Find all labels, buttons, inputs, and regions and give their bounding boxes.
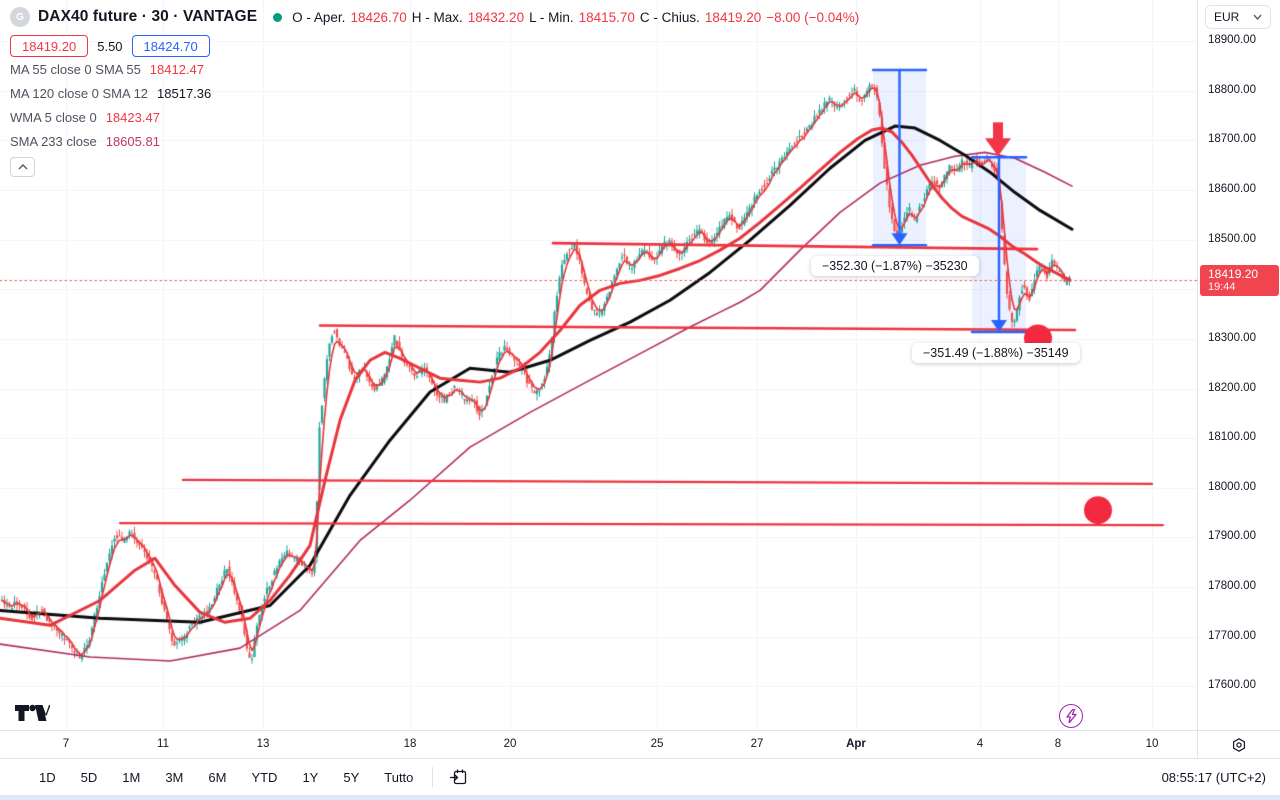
spread-value: 5.50 [97,38,123,54]
indicator-value: 18605.81 [105,133,160,149]
indicator-row[interactable]: MA 55 close 0 SMA 55 18412.47 [10,57,859,81]
bar-countdown: 19:44 [1208,280,1236,293]
axis-settings-corner[interactable] [1197,730,1280,758]
currency-label: EUR [1214,10,1240,24]
price-tick: 18200.00 [1208,381,1256,394]
time-tick: 25 [650,738,664,750]
time-tick: 7 [62,738,70,750]
range-button-1m[interactable]: 1M [122,769,141,785]
price-tick: 17600.00 [1208,679,1256,692]
change-value: −8.00 (−0.04%) [766,9,860,25]
time-tick: Apr [846,738,866,750]
price-tick: 18300.00 [1208,331,1256,344]
chart-pane[interactable]: G DAX40 future · 30 · VANTAGE O - Aper. … [0,0,1197,730]
toolbar-divider [432,767,434,787]
range-button-5y[interactable]: 5Y [343,769,360,785]
range-button-tutto[interactable]: Tutto [384,769,414,785]
legend-collapse-button[interactable] [10,157,35,177]
range-button-6m[interactable]: 6M [208,769,227,785]
range-button-5d[interactable]: 5D [80,769,98,785]
time-tick: 8 [1054,738,1062,750]
range-button-1y[interactable]: 1Y [302,769,319,785]
price-tick: 18500.00 [1208,232,1256,245]
high-label: H - Max. [411,9,463,25]
symbol-logo: G [10,7,30,27]
time-tick: 13 [256,738,270,750]
close-label: C - Chius. [639,9,700,25]
time-tick: 11 [157,738,169,750]
indicator-value: 18517.36 [157,85,212,101]
time-tick: 4 [976,738,984,750]
measure-label-1[interactable]: −352.30 (−1.87%) −35230 [811,256,979,276]
open-label: O - Aper. [292,9,346,25]
price-tick: 17800.00 [1208,580,1256,593]
price-axis[interactable]: EUR 18900.00 18800.00 18700.00 18600.00 1850… [1197,0,1280,730]
price-tick: 17900.00 [1208,530,1256,543]
range-button-ytd[interactable]: YTD [251,769,278,785]
measure-label-2[interactable]: −351.49 (−1.88%) −35149 [912,343,1080,363]
bottom-toolbar: 1D 5D 1M 3M 6M YTD 1Y 5Y Tutto 08:55:17 (UTC+2) [0,758,1280,795]
price-chart-canvas[interactable] [0,0,1197,730]
calendar-goto-icon [450,769,467,784]
clock-utc[interactable]: 08:55:17 (UTC+2) [1161,769,1266,785]
price-tick: 18100.00 [1208,431,1256,444]
last-price-value: 18419.20 [1208,266,1259,281]
time-axis[interactable]: 7 11 13 18 20 25 27 Apr 4 8 10 [0,730,1197,758]
price-tick: 17700.00 [1208,629,1256,642]
price-tick: 18900.00 [1208,34,1256,47]
market-status-dot [273,12,283,22]
indicator-row[interactable]: SMA 233 close 18605.81 [10,129,859,153]
time-tick: 20 [503,738,517,750]
low-value: 18415.70 [578,9,635,25]
gear-icon [1233,737,1245,752]
time-tick: 18 [403,738,417,750]
price-tick: 18700.00 [1208,133,1256,146]
indicator-row[interactable]: WMA 5 close 0 18423.47 [10,105,859,129]
low-label: L - Min. [529,9,574,25]
high-value: 18432.20 [467,9,525,25]
time-tick: 27 [750,738,764,750]
ohlc-readout: O - Aper. 18426.70 H - Max. 18432.20 L -… [292,10,859,25]
lightning-icon [1065,709,1077,723]
symbol-title[interactable]: DAX40 future · 30 · VANTAGE [38,8,258,25]
price-tick: 18000.00 [1208,480,1256,493]
tradingview-logo-icon [15,704,51,721]
range-button-3m[interactable]: 3M [165,769,184,785]
open-value: 18426.70 [350,9,407,25]
goto-date-button[interactable] [443,766,474,789]
tradingview-logo[interactable] [14,702,51,729]
ask-price-button[interactable]: 18424.70 [131,35,210,57]
time-tick: 10 [1145,738,1159,750]
indicator-row[interactable]: MA 120 close 0 SMA 12 18517.36 [10,81,859,105]
indicator-value: 18412.47 [149,61,205,77]
indicator-value: 18423.47 [105,109,160,125]
chart-legend: G DAX40 future · 30 · VANTAGE O - Aper. … [10,6,859,177]
price-tick: 18800.00 [1208,83,1256,96]
indicator-label: SMA 233 close [10,133,97,149]
indicator-legend: MA 55 close 0 SMA 55 18412.47 MA 120 close… [10,57,859,153]
currency-selector[interactable]: EUR [1205,5,1271,29]
indicator-label: WMA 5 close 0 [10,109,97,125]
indicator-label: MA 120 close 0 SMA 12 [10,85,149,101]
bid-price-button[interactable]: 18419.20 [10,35,89,57]
bottom-strip [0,795,1280,800]
last-price-badge[interactable]: 18419.20 19:44 [1200,264,1279,296]
close-value: 18419.20 [704,9,762,25]
chevron-down-icon [1253,14,1262,20]
range-button-1d[interactable]: 1D [39,769,56,785]
price-tick: 18600.00 [1208,183,1256,196]
range-buttons: 1D 5D 1M 3M 6M YTD 1Y 5Y Tutto [30,766,422,789]
lightning-badge[interactable] [1059,704,1083,728]
indicator-label: MA 55 close 0 SMA 55 [10,61,141,77]
chevron-up-icon [17,164,28,170]
